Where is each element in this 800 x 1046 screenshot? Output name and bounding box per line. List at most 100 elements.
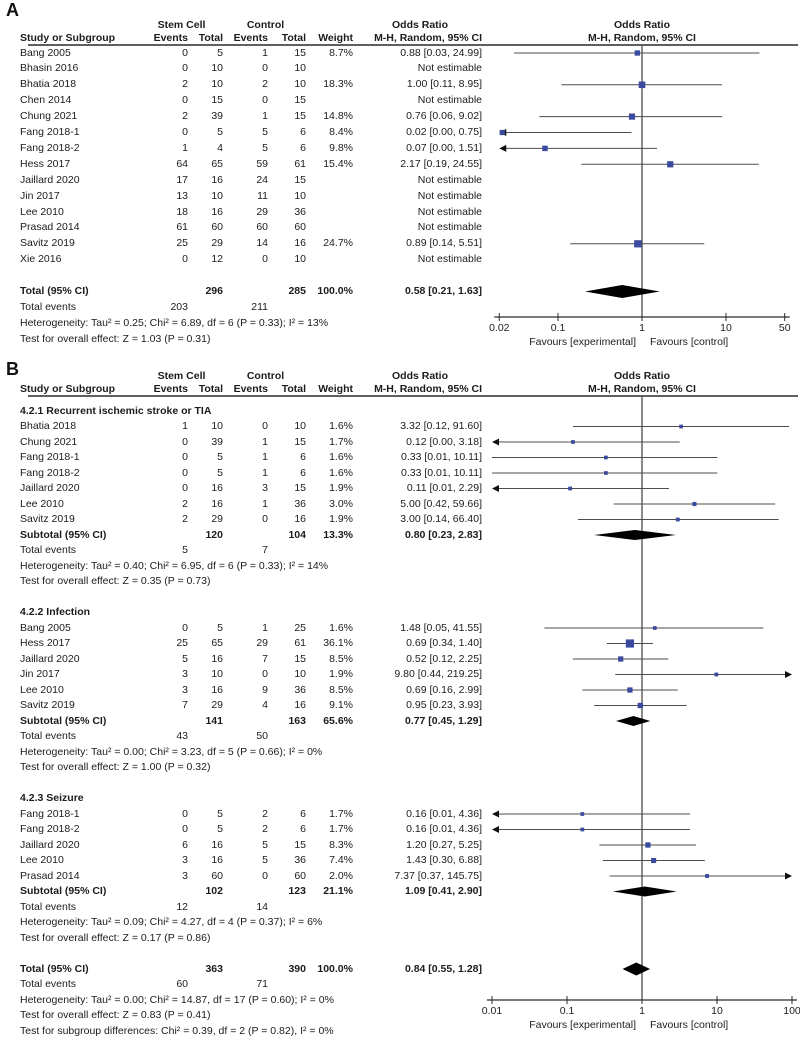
study-name: Savitz 2019 <box>20 237 75 250</box>
x-axis-tick-label: 100 <box>783 1004 800 1017</box>
weight-value: 9.8% <box>329 141 353 154</box>
x-axis-tick-label: 50 <box>778 321 791 334</box>
total-control: 36 <box>294 497 306 510</box>
ci-text: Not estimable <box>417 205 482 218</box>
events-stemcell: 0 <box>182 466 188 479</box>
stat-line: Heterogeneity: Tau² = 0.00; Chi² = 14.87… <box>20 993 334 1006</box>
ci-text: 0.80 [0.23, 2.83] <box>404 528 482 541</box>
ci-text: 0.33 [0.01, 10.11] <box>401 466 482 479</box>
total-events-label: Total events <box>20 730 77 742</box>
header-ci-column: M-H, Random, 95% CI <box>374 382 482 395</box>
stat-line: Heterogeneity: Tau² = 0.00; Chi² = 3.23,… <box>20 745 323 758</box>
total-stemcell: 16 <box>211 854 223 866</box>
weight-value: 1.6% <box>329 621 353 634</box>
study-name: Jaillard 2020 <box>20 173 80 186</box>
total-stemcell: 5 <box>217 451 223 463</box>
point-estimate-marker <box>675 517 680 522</box>
stat-line: Test for overall effect: Z = 0.35 (P = 0… <box>20 575 211 587</box>
header-total-stemcell: Total <box>198 382 223 395</box>
weight-value: 21.1% <box>323 885 353 897</box>
ci-text: 0.16 [0.01, 4.36] <box>406 823 482 835</box>
events-stemcell: 0 <box>182 621 188 634</box>
study-name: Lee 2010 <box>20 683 64 696</box>
header-or-plot: Odds Ratio <box>613 369 670 382</box>
weight-value: 8.4% <box>329 126 353 138</box>
point-estimate-marker <box>625 639 635 648</box>
header-group-control: Control <box>246 18 285 31</box>
events-stemcell: 0 <box>182 94 188 107</box>
header-events-stemcell: Events <box>153 31 188 44</box>
stat-line: Heterogeneity: Tau² = 0.40; Chi² = 6.95,… <box>20 559 329 572</box>
ci-text: 0.77 [0.45, 1.29] <box>404 714 482 727</box>
total-events-stemcell: 60 <box>176 978 188 990</box>
study-name: Bhatia 2018 <box>20 78 77 91</box>
point-estimate-marker <box>634 240 642 248</box>
total-stemcell: 10 <box>211 420 223 432</box>
total-stemcell: 5 <box>217 46 223 59</box>
total-control: 15 <box>294 46 306 59</box>
weight-value: 1.9% <box>329 668 353 680</box>
point-estimate-marker <box>679 424 683 429</box>
favours-control-label: Favours [control] <box>650 1018 729 1031</box>
events-control: 1 <box>262 466 268 479</box>
ci-text: 0.88 [0.03, 24.99] <box>400 46 482 59</box>
weight-value: 1.6% <box>329 466 353 479</box>
point-estimate-marker <box>542 145 548 152</box>
events-control: 7 <box>262 652 268 665</box>
weight-value: 13.3% <box>323 528 353 541</box>
study-name: Bhatia 2018 <box>20 420 77 432</box>
point-estimate-marker <box>692 501 697 507</box>
events-stemcell: 7 <box>182 699 188 711</box>
total-control: 15 <box>294 94 306 107</box>
events-control: 0 <box>262 62 268 75</box>
header-weight: Weight <box>318 382 353 395</box>
header-group-stemcell: Stem Cell <box>157 18 206 31</box>
study-name: Bang 2005 <box>20 46 71 59</box>
point-estimate-marker <box>499 129 505 136</box>
events-control: 0 <box>262 94 268 107</box>
events-stemcell: 6 <box>182 838 188 851</box>
total-events-stemcell: 203 <box>170 300 188 313</box>
ci-text: 0.11 [0.01, 2.29] <box>406 482 482 494</box>
events-stemcell: 0 <box>182 823 188 835</box>
study-name: Lee 2010 <box>20 205 64 218</box>
total-stemcell: 16 <box>211 497 223 510</box>
pooled-row-label: Subtotal (95% CI) <box>20 885 107 897</box>
events-control: 0 <box>262 420 268 432</box>
events-control: 2 <box>262 807 268 820</box>
weight-value: 3.0% <box>329 497 353 510</box>
point-estimate-marker <box>571 440 575 444</box>
stat-line: Heterogeneity: Tau² = 0.09; Chi² = 4.27,… <box>20 916 323 928</box>
total-control: 163 <box>288 714 306 727</box>
stat-line: Test for overall effect: Z = 1.00 (P = 0… <box>20 761 211 773</box>
weight-value: 100.0% <box>317 285 353 297</box>
header-group-stemcell: Stem Cell <box>157 369 206 382</box>
weight-value: 24.7% <box>323 237 353 250</box>
total-stemcell: 65 <box>211 157 223 170</box>
x-axis-tick-label: 0.02 <box>489 321 510 334</box>
ci-text: 7.37 [0.37, 145.75] <box>394 869 482 882</box>
ci-text: Not estimable <box>417 94 482 107</box>
weight-value: 100.0% <box>317 962 353 975</box>
events-control: 5 <box>262 854 268 866</box>
ci-text: Not estimable <box>417 62 482 75</box>
events-control: 0 <box>262 668 268 680</box>
point-estimate-marker <box>580 812 585 816</box>
total-control: 60 <box>294 869 306 882</box>
weight-value: 8.5% <box>329 683 353 696</box>
events-stemcell: 64 <box>176 157 188 170</box>
ci-text: Not estimable <box>417 189 482 202</box>
events-control: 4 <box>262 699 268 711</box>
events-stemcell: 3 <box>182 668 188 680</box>
events-control: 5 <box>262 126 268 138</box>
study-name: Savitz 2019 <box>20 699 75 711</box>
point-estimate-marker <box>580 827 585 832</box>
study-name: Jaillard 2020 <box>20 838 80 851</box>
total-events-control: 71 <box>256 978 268 990</box>
header-events-control: Events <box>233 382 268 395</box>
total-control: 61 <box>294 637 306 649</box>
pooled-diamond <box>612 886 677 897</box>
favours-experimental-label: Favours [experimental] <box>529 335 636 348</box>
point-estimate-marker <box>568 486 573 491</box>
events-stemcell: 0 <box>182 482 188 494</box>
